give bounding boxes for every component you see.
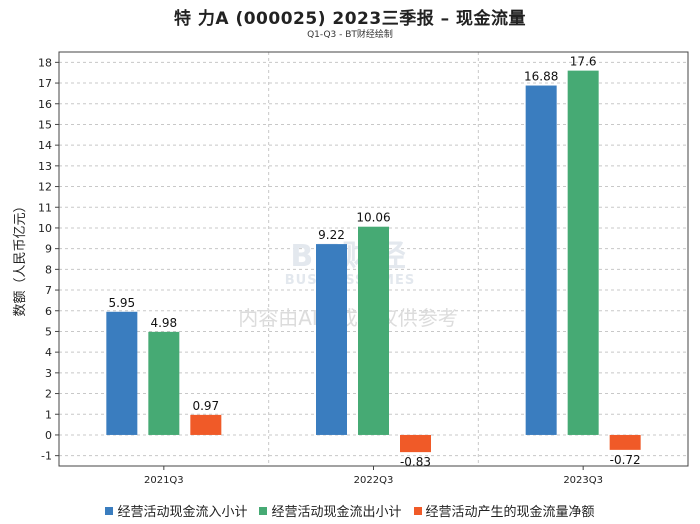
legend-label-net: 经营活动产生的现金流量净额 [425,505,595,520]
legend-swatch-inflow [105,506,114,515]
bar [148,331,180,435]
data-label: -0.83 [400,455,431,469]
y-tick-label: 0 [45,429,52,442]
y-tick-label: 13 [38,160,52,173]
data-label: 0.97 [192,399,219,413]
y-tick-label: 9 [45,243,52,256]
data-label: -0.72 [610,453,641,467]
legend-label-inflow: 经营活动现金流入小计 [117,505,248,520]
legend-swatch-net [413,506,422,515]
y-tick-label: 14 [38,139,52,152]
bar [358,226,389,435]
y-tick-label: 7 [45,284,52,297]
data-label: 4.98 [150,316,177,330]
bar [106,311,138,435]
bar-chart: BT财经 BUSINESSTIMES 内容由AI生成，仅供参考 5.95 4.98… [13,51,689,486]
x-tick-label: 2023Q3 [563,475,603,486]
y-tick-label: 12 [38,181,52,194]
bar [190,414,222,435]
y-tick-label: 2 [45,388,52,401]
legend: 经营活动现金流入小计 经营活动现金流出小计 经营活动产生的现金流量净额 [0,501,700,520]
data-label: 10.06 [356,211,390,225]
y-tick-label: 15 [38,118,52,131]
watermark: BT财经 BUSINESSTIMES 内容由AI生成，仅供参考 [238,239,458,330]
bars-layer: 5.95 4.98 0.97 9.22 10.06 -0.83 16.88 17.6 -0.72 [106,55,641,469]
data-label: 16.88 [524,70,558,84]
legend-item-outflow[interactable]: 经营活动现金流出小计 [259,501,402,520]
plot-frame [58,51,689,467]
y-tick-label: 3 [45,367,52,380]
data-label: 9.22 [318,228,345,242]
bar [525,85,557,435]
y-tick-label: 5 [45,325,52,338]
bar [316,244,347,435]
bar [567,70,599,435]
watermark-brand-sub: BUSINESSTIMES [285,273,415,288]
y-tick-label: -1 [41,450,52,463]
y-tick-label: 10 [38,222,52,235]
data-label: 17.6 [570,55,597,69]
legend-item-inflow[interactable]: 经营活动现金流入小计 [105,501,247,520]
x-tick-label: 2021Q3 [144,475,184,486]
data-label: 5.95 [108,296,135,310]
y-tick-label: 16 [38,98,52,111]
y-axis-label: 数额（人民币亿元） [13,199,28,316]
bar [400,434,431,453]
chart-title: 特 力A (000025) 2023三季报 – 现金流量 [173,9,527,29]
watermark-brand: BT财经 [290,239,409,274]
legend-swatch-outflow [259,506,268,515]
y-tick-label: 11 [38,201,52,214]
y-tick-label: 4 [45,346,52,359]
chart-subtitle: Q1-Q3 - BT财经绘制 [307,30,393,40]
watermark-notice: 内容由AI生成，仅供参考 [238,306,458,330]
y-tick-label: 8 [45,263,52,276]
bar [609,434,641,450]
y-tick-label: 17 [38,77,52,90]
y-tick-label: 1 [45,408,52,421]
x-tick-label: 2022Q3 [354,475,394,486]
y-tick-label: 6 [45,305,52,318]
legend-label-outflow: 经营活动现金流出小计 [271,505,402,520]
y-tick-label: 18 [38,56,52,69]
legend-item-net[interactable]: 经营活动产生的现金流量净额 [413,501,595,520]
